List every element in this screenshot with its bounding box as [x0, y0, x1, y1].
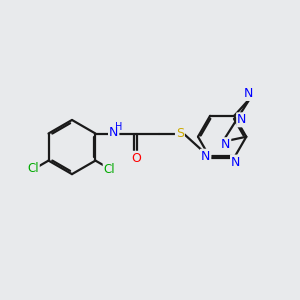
Text: N: N	[244, 87, 254, 100]
Text: Cl: Cl	[103, 163, 115, 176]
Text: S: S	[176, 127, 184, 140]
Text: N: N	[231, 156, 240, 169]
Text: N: N	[201, 150, 210, 163]
Text: Cl: Cl	[27, 162, 39, 175]
Text: H: H	[115, 122, 123, 132]
Text: O: O	[131, 152, 141, 165]
Text: N: N	[109, 126, 118, 139]
Text: N: N	[237, 113, 247, 126]
Text: N: N	[221, 138, 230, 151]
